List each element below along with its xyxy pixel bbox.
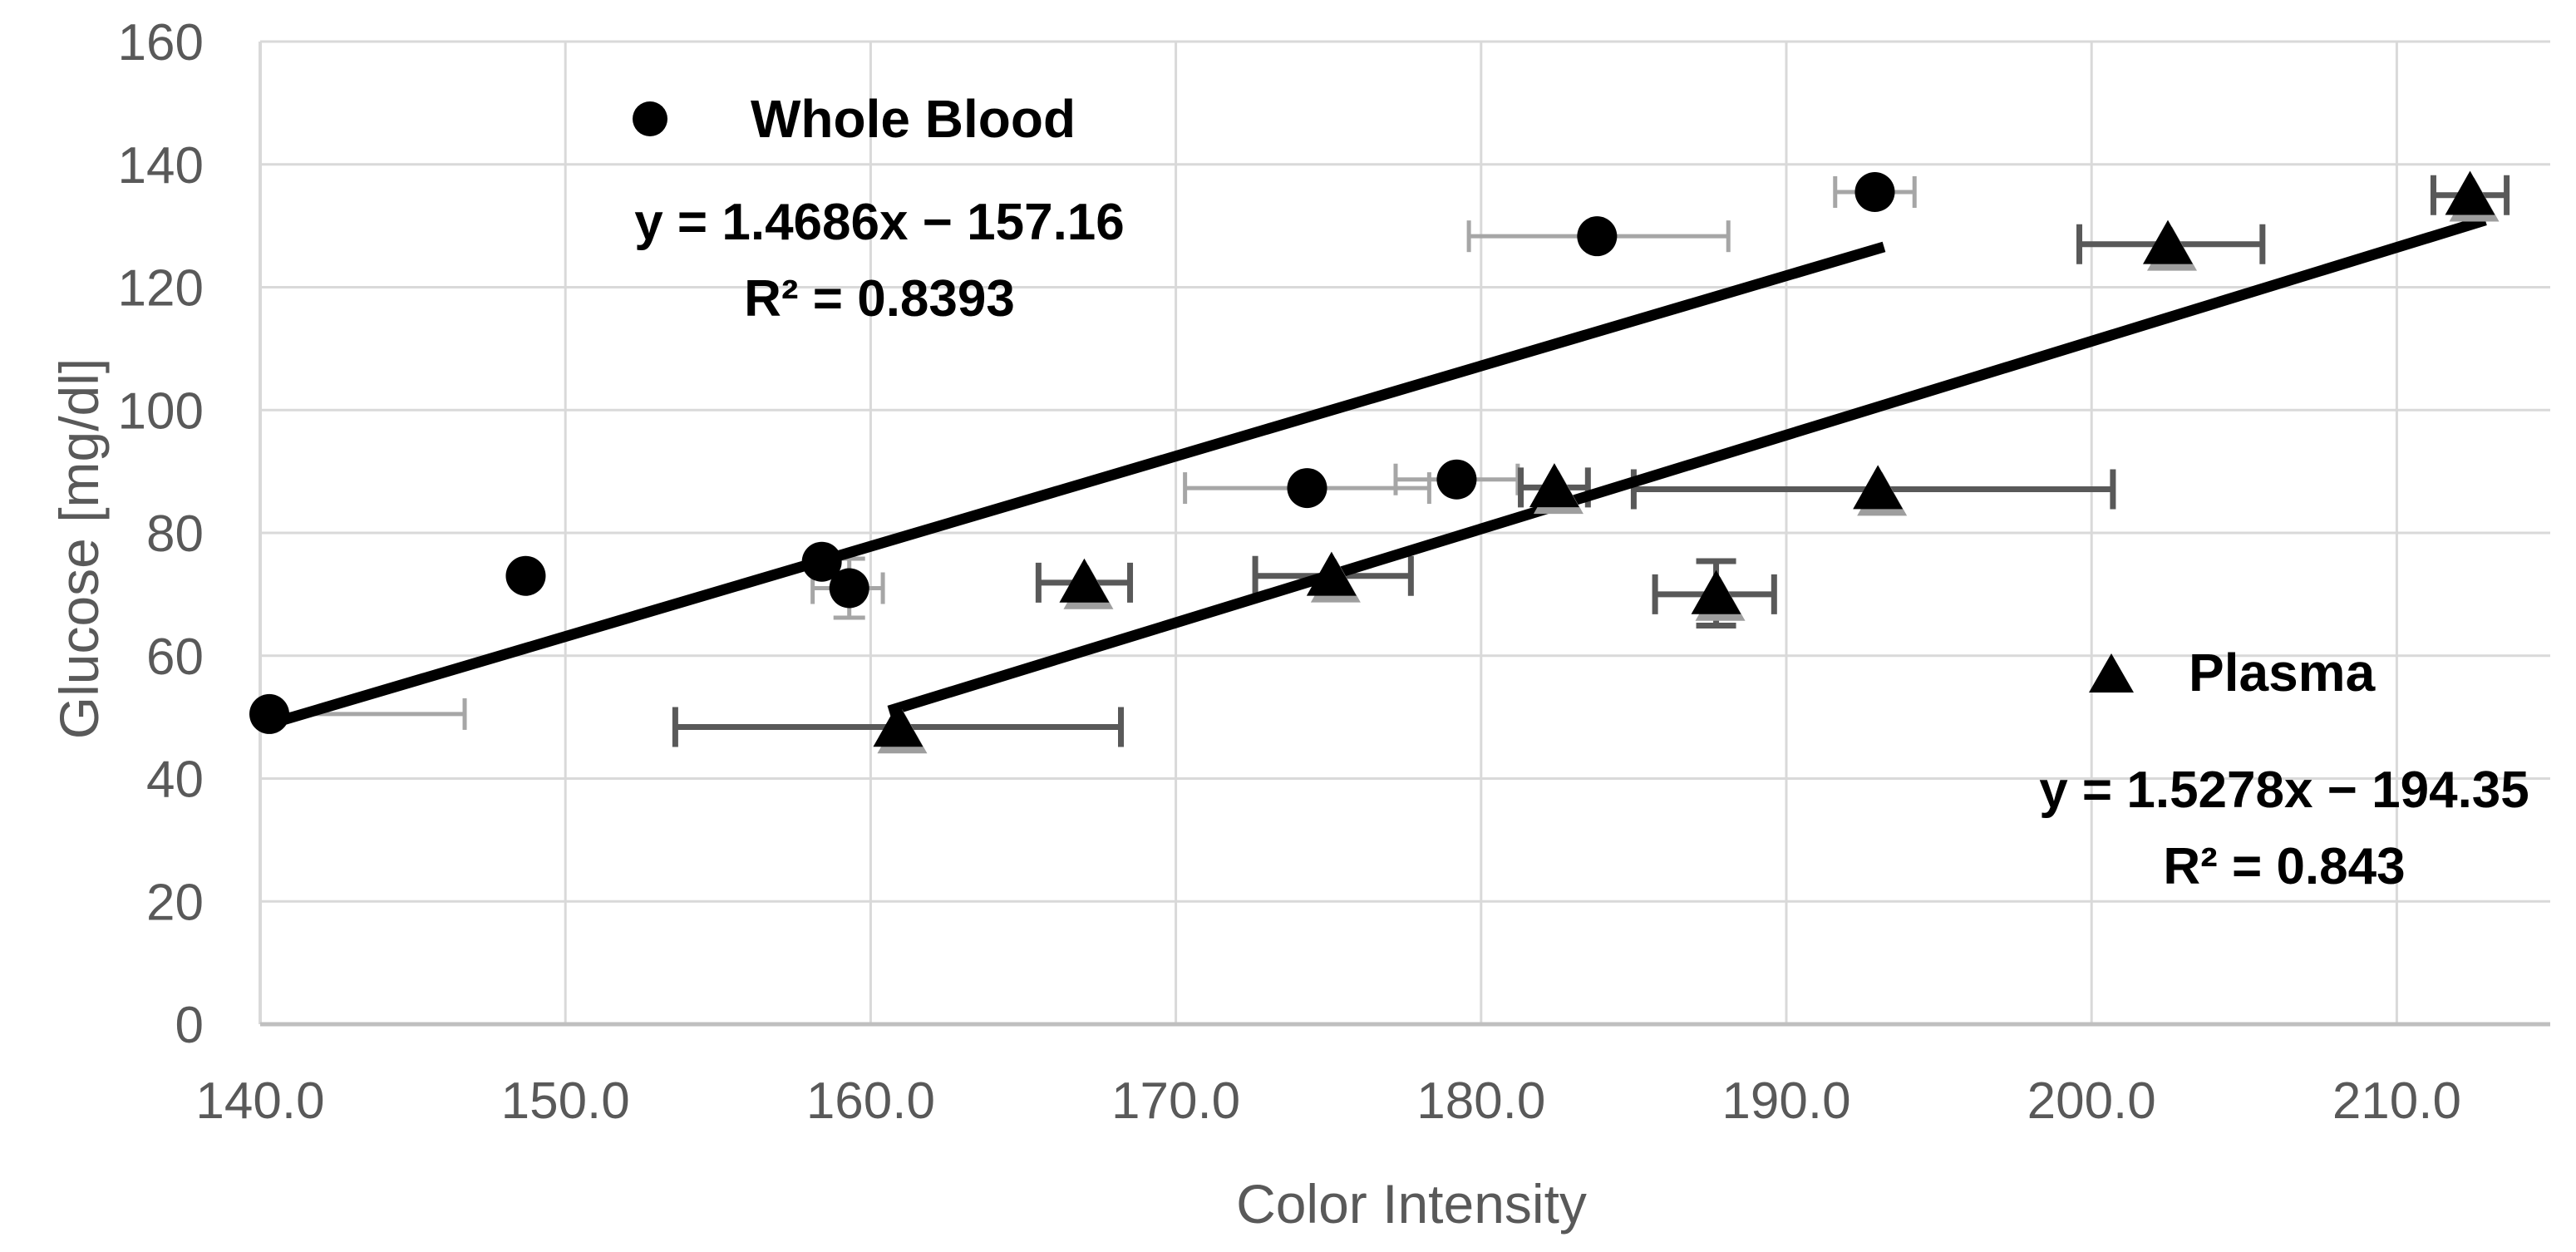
y-axis-title: Glucose [mg/dl]	[48, 357, 110, 740]
trendline-whole-blood	[268, 241, 1886, 730]
equation-whole-blood: y = 1.4686x − 157.16	[634, 194, 1125, 251]
data-point-whole-blood	[801, 541, 842, 582]
y-tick-label: 40	[146, 752, 204, 809]
data-point-whole-blood	[505, 555, 546, 596]
y-tick-label: 140	[118, 137, 204, 195]
x-tick-label: 140.0	[195, 1072, 324, 1130]
data-point-whole-blood	[1287, 468, 1327, 509]
y-tick-label: 100	[118, 382, 204, 440]
data-point-whole-blood	[829, 568, 869, 609]
trendline-plasma	[887, 214, 2487, 717]
legend-label-plasma: Plasma	[2189, 643, 2376, 702]
data-point-plasma	[1306, 551, 1357, 596]
x-axis-title: Color Intensity	[1236, 1173, 1587, 1235]
y-tick-label: 60	[146, 628, 204, 686]
data-point-plasma	[1529, 463, 1579, 508]
y-tick-label: 20	[146, 874, 204, 931]
x-tick-label: 170.0	[1111, 1072, 1240, 1130]
y-tick-label: 120	[118, 260, 204, 318]
data-point-plasma	[1853, 465, 1904, 510]
r-squared-plasma: R² = 0.843	[2163, 838, 2406, 895]
legend-item-plasma: Plasma	[2089, 642, 2375, 703]
legend-item-whole-blood: Whole Blood	[633, 88, 1076, 150]
circle-marker-icon	[633, 101, 667, 136]
r-squared-whole-blood: R² = 0.8393	[744, 270, 1015, 328]
y-tick-label: 160	[118, 14, 204, 71]
data-point-plasma	[1059, 558, 1110, 603]
x-tick-label: 190.0	[1721, 1072, 1850, 1130]
x-tick-label: 160.0	[806, 1072, 935, 1130]
data-point-plasma	[2445, 170, 2495, 215]
data-point-plasma	[873, 702, 924, 747]
data-point-whole-blood	[1436, 459, 1477, 500]
x-tick-label: 180.0	[1416, 1072, 1545, 1130]
triangle-marker-icon	[2089, 653, 2134, 693]
y-tick-label: 0	[175, 997, 204, 1054]
equation-plasma: y = 1.5278x − 194.35	[2039, 762, 2529, 819]
y-tick-label: 80	[146, 505, 204, 563]
data-point-plasma	[2143, 219, 2193, 264]
x-tick-label: 200.0	[2027, 1072, 2156, 1130]
x-tick-label: 210.0	[2332, 1072, 2461, 1130]
data-point-whole-blood	[249, 693, 290, 734]
legend-label-whole-blood: Whole Blood	[751, 89, 1076, 149]
trendline-annotation-plasma: y = 1.5278x − 194.35 R² = 0.843	[1968, 752, 2576, 905]
trendline-annotation-whole-blood: y = 1.4686x − 157.16 R² = 0.8393	[564, 185, 1195, 338]
data-point-whole-blood	[1577, 216, 1618, 257]
data-point-whole-blood	[1854, 171, 1895, 212]
x-tick-label: 150.0	[501, 1072, 630, 1130]
data-point-plasma	[1691, 569, 1741, 614]
